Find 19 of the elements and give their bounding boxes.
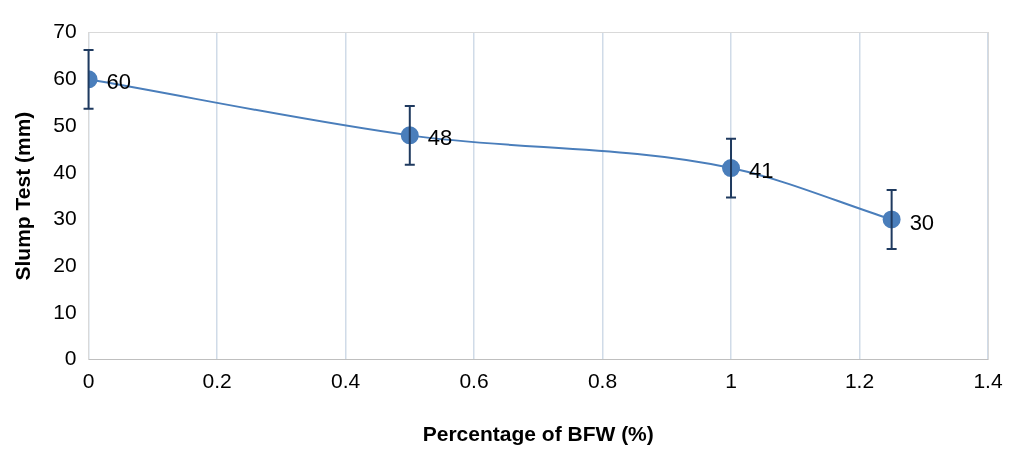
x-tick-label: 0.8 <box>587 369 618 392</box>
x-tick-label: 0.4 <box>330 369 361 392</box>
x-tick-label: 1 <box>725 369 737 392</box>
x-tick-label: 1.2 <box>844 369 875 392</box>
y-tick-label: 70 <box>53 19 77 43</box>
y-tick-label: 50 <box>53 112 77 136</box>
y-tick-label: 40 <box>53 159 77 183</box>
y-tick-label: 30 <box>53 206 77 230</box>
x-tick-label: 0.6 <box>459 369 489 392</box>
x-tick-label: 0.2 <box>202 369 232 392</box>
y-tick-label: 20 <box>53 252 77 276</box>
y-tick-label: 0 <box>64 346 77 370</box>
y-tick-label: 60 <box>53 66 77 90</box>
x-tick-label: 1.4 <box>973 369 1003 392</box>
x-axis-title: Percentage of BFW (%) <box>422 422 654 446</box>
x-tick-label: 0 <box>82 369 95 392</box>
y-tick-label: 10 <box>53 299 77 323</box>
data-label: 30 <box>909 209 935 235</box>
y-axis-title: Slump Test (mm) <box>11 111 35 281</box>
